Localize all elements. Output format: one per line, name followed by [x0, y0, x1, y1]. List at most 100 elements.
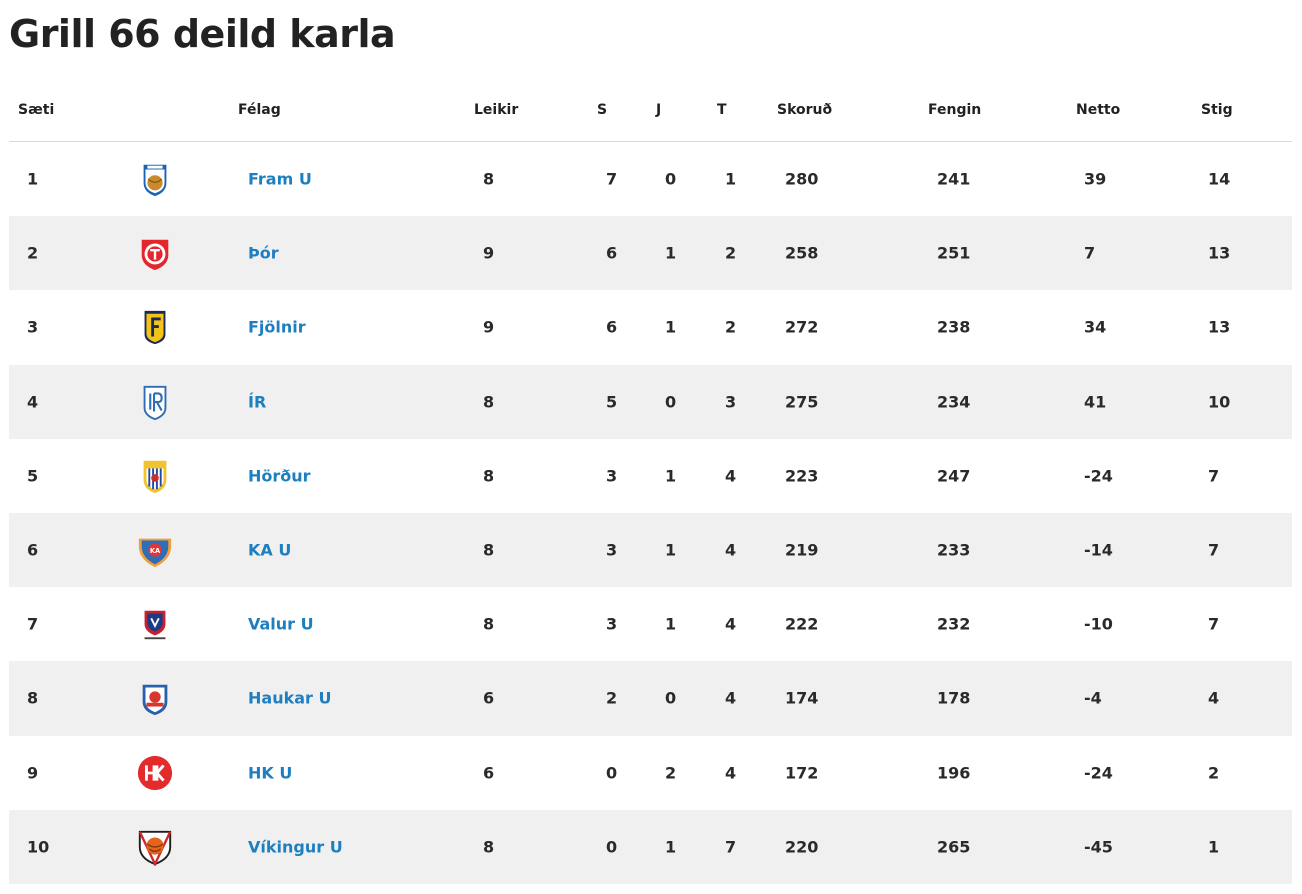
ka-logo-icon[interactable]: KA [136, 531, 174, 569]
cell-played: 6 [483, 763, 495, 783]
header-conceded: Fengin [928, 102, 982, 118]
cell-drawn: 0 [665, 392, 677, 412]
table-row: 1 8 7 0 1 280 241 39 14 Fram U [9, 142, 1292, 216]
cell-won: 6 [606, 317, 618, 337]
cell-diff: 34 [1084, 317, 1107, 337]
header-diff: Netto [1076, 102, 1121, 118]
cell-played: 8 [483, 837, 495, 857]
cell-position: 8 [27, 688, 39, 708]
cell-diff: -4 [1084, 688, 1102, 708]
valur-logo-icon[interactable] [136, 605, 174, 643]
table-row: 6 8 3 1 4 219 233 -14 7 KA KA U [9, 512, 1292, 588]
table-row: 3 9 6 1 2 272 238 34 13 Fjölnir [9, 290, 1292, 364]
cell-points: 13 [1208, 243, 1231, 263]
thor-logo-icon[interactable] [136, 234, 174, 272]
header-scored: Skoruð [777, 102, 833, 118]
cell-position: 9 [27, 763, 39, 783]
header-drawn: J [656, 102, 662, 118]
header-played: Leikir [474, 102, 519, 118]
cell-points: 7 [1208, 614, 1220, 634]
cell-won: 5 [606, 392, 618, 412]
cell-position: 5 [27, 466, 39, 486]
cell-scored: 275 [785, 392, 819, 412]
cell-scored: 174 [785, 688, 819, 708]
cell-lost: 3 [725, 392, 737, 412]
page-title: Grill 66 deild karla [9, 12, 396, 56]
cell-position: 6 [27, 540, 39, 560]
team-link[interactable]: Valur U [248, 614, 314, 634]
fram-logo-icon[interactable] [136, 160, 174, 198]
cell-position: 10 [27, 837, 50, 857]
team-link[interactable]: Fram U [248, 169, 312, 189]
cell-conceded: 251 [937, 243, 971, 263]
cell-diff: -14 [1084, 540, 1113, 560]
table-row: 9 6 0 2 4 172 196 -24 2 HK U [9, 736, 1292, 810]
hordur-logo-icon[interactable] [136, 457, 174, 495]
table-row: 5 8 3 1 4 223 247 -24 7 Hörður [9, 439, 1292, 513]
cell-points: 2 [1208, 763, 1220, 783]
cell-position: 7 [27, 614, 39, 634]
cell-conceded: 196 [937, 763, 971, 783]
team-link[interactable]: Þór [248, 243, 279, 263]
table-row: 4 8 5 0 3 275 234 41 10 ÍR [9, 364, 1292, 439]
team-link[interactable]: ÍR [248, 392, 267, 412]
vikingur-logo-icon[interactable] [136, 828, 174, 866]
header-points: Stig [1201, 102, 1233, 118]
cell-diff: 41 [1084, 392, 1107, 412]
cell-won: 0 [606, 763, 618, 783]
cell-conceded: 238 [937, 317, 971, 337]
cell-lost: 2 [725, 243, 737, 263]
cell-lost: 4 [725, 540, 737, 560]
header-team: Félag [238, 102, 281, 118]
cell-diff: 39 [1084, 169, 1107, 189]
cell-drawn: 1 [665, 466, 677, 486]
cell-points: 10 [1208, 392, 1231, 412]
cell-diff: -10 [1084, 614, 1113, 634]
cell-drawn: 1 [665, 317, 677, 337]
cell-won: 3 [606, 466, 618, 486]
cell-played: 8 [483, 466, 495, 486]
cell-scored: 223 [785, 466, 819, 486]
team-link[interactable]: HK U [248, 763, 293, 783]
team-link[interactable]: Hörður [248, 466, 311, 486]
cell-scored: 280 [785, 169, 819, 189]
cell-played: 6 [483, 688, 495, 708]
cell-diff: -45 [1084, 837, 1113, 857]
table-row: 2 9 6 1 2 258 251 7 13 Þór [9, 216, 1292, 291]
header-position: Sæti [18, 102, 55, 118]
cell-scored: 258 [785, 243, 819, 263]
cell-played: 8 [483, 540, 495, 560]
team-link[interactable]: Víkingur U [248, 837, 343, 857]
cell-lost: 4 [725, 763, 737, 783]
header-won: S [597, 102, 608, 118]
cell-points: 4 [1208, 688, 1220, 708]
cell-position: 2 [27, 243, 39, 263]
table-row: 10 8 0 1 7 220 265 -45 1 Víkingur U [9, 809, 1292, 884]
cell-lost: 2 [725, 317, 737, 337]
cell-position: 4 [27, 392, 39, 412]
cell-lost: 4 [725, 688, 737, 708]
cell-played: 8 [483, 614, 495, 634]
cell-drawn: 1 [665, 540, 677, 560]
cell-conceded: 241 [937, 169, 971, 189]
cell-diff: 7 [1084, 243, 1096, 263]
cell-played: 9 [483, 243, 495, 263]
svg-text:KA: KA [150, 547, 161, 555]
ir-logo-icon[interactable] [136, 383, 174, 421]
team-link[interactable]: Haukar U [248, 688, 332, 708]
cell-won: 3 [606, 614, 618, 634]
cell-scored: 219 [785, 540, 819, 560]
hk-logo-icon[interactable] [136, 754, 174, 792]
team-link[interactable]: Fjölnir [248, 317, 306, 337]
fjolnir-logo-icon[interactable] [136, 308, 174, 346]
cell-conceded: 234 [937, 392, 971, 412]
team-link[interactable]: KA U [248, 540, 292, 560]
cell-conceded: 233 [937, 540, 971, 560]
cell-won: 6 [606, 243, 618, 263]
table-body: 1 8 7 0 1 280 241 39 14 Fram U 2 9 6 1 2 258 251 7 13 Þór 3 9… [9, 142, 1292, 884]
cell-won: 7 [606, 169, 618, 189]
cell-points: 7 [1208, 466, 1220, 486]
haukar-logo-icon[interactable] [136, 679, 174, 717]
cell-conceded: 265 [937, 837, 971, 857]
